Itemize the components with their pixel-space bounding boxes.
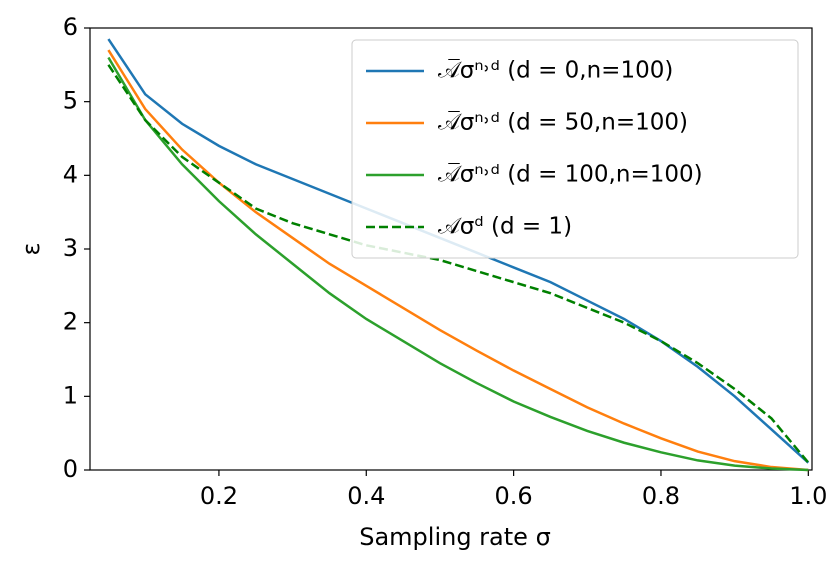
x-tick-label: 0.6 [495,482,533,510]
y-tick-label: 2 [63,308,78,336]
x-tick-label: 1.0 [789,482,827,510]
x-tick-label: 0.4 [347,482,385,510]
legend-label: 𝒜̅σⁿ˒ᵈ (d = 0,n=100) [438,58,673,84]
y-tick-label: 6 [63,13,78,41]
y-tick-label: 1 [63,381,78,409]
y-tick-label: 5 [63,87,78,115]
x-axis-label: Sampling rate σ [359,523,551,551]
legend-label: 𝒜σᵈ (d = 1) [438,214,572,240]
y-tick-label: 3 [63,234,78,262]
legend-label: 𝒜̅σⁿ˒ᵈ (d = 100,n=100) [438,162,703,188]
y-axis-label: ε [17,243,45,256]
y-tick-label: 0 [63,455,78,483]
data-line [107,56,809,472]
y-tick-label: 4 [63,160,78,188]
legend-box [351,39,799,259]
data-line [107,64,810,464]
x-tick-label: 0.2 [200,482,238,510]
legend-label: 𝒜̅σⁿ˒ᵈ (d = 50,n=100) [438,110,688,136]
x-tick-label: 0.8 [642,482,680,510]
